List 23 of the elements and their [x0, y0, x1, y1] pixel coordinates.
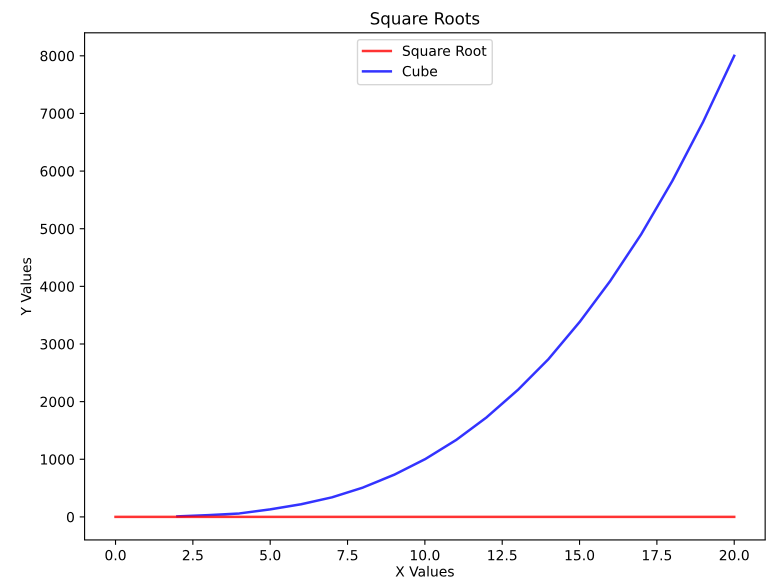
x-tick-label: 17.5 [642, 550, 672, 560]
y-tick-label: 3000 [40, 338, 74, 350]
x-tick-label: 5.0 [260, 550, 280, 560]
x-axis-title: X Values [396, 566, 454, 577]
x-tick-label: 0.0 [105, 550, 126, 560]
x-tick-label: 2.5 [182, 550, 203, 560]
y-tick-label: 0 [66, 512, 74, 522]
y-tick-label: 7000 [40, 108, 74, 119]
y-tick-label: 4000 [40, 281, 74, 292]
legend-label: Cube [402, 66, 438, 76]
y-tick-label: 1000 [41, 454, 74, 465]
legend-label: Square Root [402, 46, 486, 59]
y-tick-label: 8000 [40, 50, 74, 62]
x-tick-label: 10.0 [410, 550, 440, 560]
y-tick-label: 6000 [40, 166, 74, 177]
x-tick-label: 20.0 [720, 550, 749, 560]
x-tick-label: 12.5 [488, 550, 516, 560]
y-tick-label: 5000 [40, 224, 74, 234]
x-tick-label: 15.0 [566, 550, 594, 560]
y-axis-title: Y Values [20, 258, 32, 316]
x-tick-label: 7.5 [338, 550, 358, 560]
chart-title: Square Roots [370, 12, 480, 28]
y-tick-label: 2000 [40, 396, 74, 408]
